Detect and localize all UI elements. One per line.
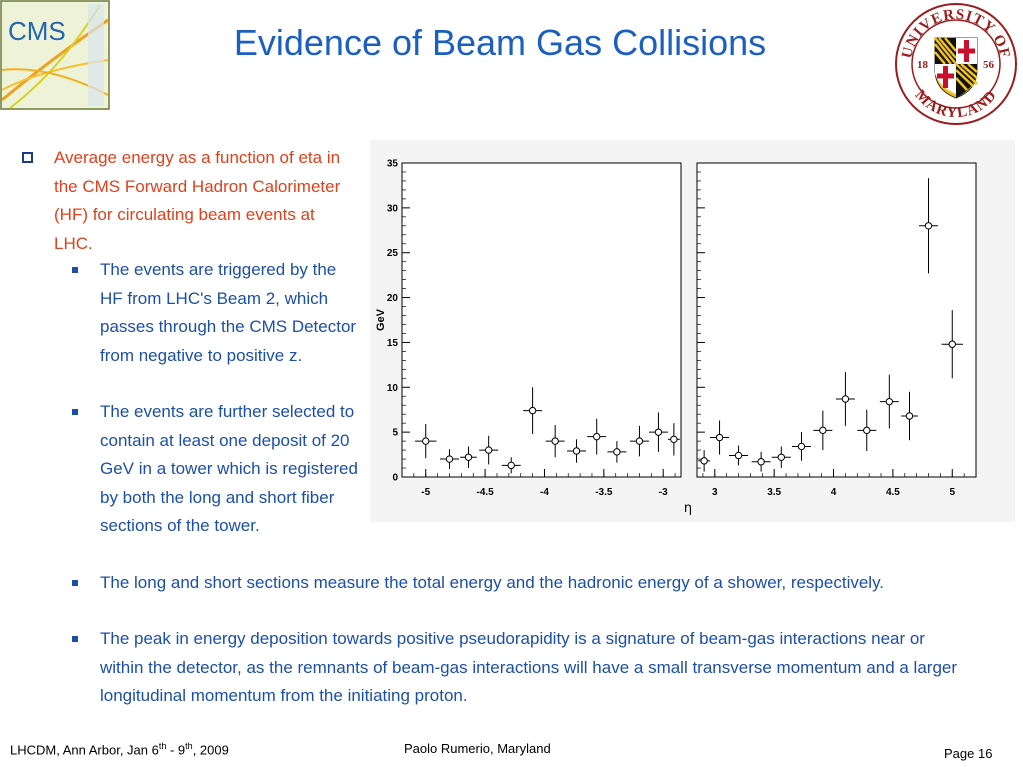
data-point — [948, 340, 956, 348]
data-point — [507, 461, 515, 470]
x-tick-label: 4.5 — [886, 487, 900, 498]
y-axis-label: GeV — [375, 308, 387, 331]
page-number: Page 16 — [944, 746, 993, 761]
data-point — [528, 406, 537, 415]
cms-logo-text: CMS — [8, 16, 66, 46]
plot-frame-2 — [696, 162, 977, 478]
data-point — [885, 397, 894, 406]
footer-left-sup2: th — [185, 741, 193, 751]
x-tick-label: -5 — [421, 487, 430, 498]
y-tick-label: 25 — [387, 248, 399, 259]
checkbox-bullet-icon — [22, 152, 33, 163]
bullet-main: Average energy as a function of eta in t… — [22, 144, 357, 258]
bullet-sub-3-text: The long and short sections measure the … — [100, 573, 885, 592]
x-tick-label: 4 — [831, 487, 837, 498]
footer-left: LHCDM, Ann Arbor, Jan 6th - 9th, 2009 — [10, 741, 229, 757]
data-point — [905, 412, 914, 420]
y-tick-label: 20 — [387, 293, 399, 304]
bullet-sub-4: The peak in energy deposition towards po… — [72, 625, 972, 711]
data-point — [635, 437, 644, 445]
x-axis-label: η — [684, 501, 692, 516]
data-point — [700, 457, 708, 465]
data-point — [924, 222, 933, 230]
square-bullet-icon — [72, 267, 78, 273]
footer-left-mid: - 9 — [166, 742, 186, 758]
x-tick-label: 3 — [712, 487, 718, 498]
data-point — [715, 433, 724, 442]
x-tick-label: 3.5 — [767, 487, 781, 498]
seal-year-left: 18 — [917, 59, 929, 71]
y-tick-label: 30 — [387, 203, 399, 214]
bullet-sub-3: The long and short sections measure the … — [72, 569, 972, 598]
chart-panel: -5 -4.5 -4 -3.5 -3 0 5 10 15 20 25 30 35 3 3.5 4 4.5 5 GeV… — [370, 140, 1015, 522]
footer-left-sup1: th — [158, 741, 167, 751]
data-point — [757, 458, 765, 466]
data-point — [819, 426, 827, 435]
maryland-flag-shield — [934, 37, 978, 99]
data-point — [464, 453, 473, 461]
footer-left-prefix: LHCDM, Ann Arbor, Jan 6 — [10, 742, 159, 758]
square-bullet-icon — [72, 580, 78, 586]
data-point — [551, 437, 559, 445]
data-point — [797, 442, 806, 451]
data-point — [841, 395, 850, 403]
data-point — [422, 437, 430, 445]
y-tick-label: 0 — [392, 473, 398, 484]
seal-year-right: 56 — [983, 59, 995, 71]
bullet-sub-2-text: The events are further selected to conta… — [100, 402, 358, 535]
university-seal: UNIVERSITY OF MARYLAND 18 56 — [895, 3, 1017, 125]
slide-title: Evidence of Beam Gas Collisions — [233, 22, 767, 63]
cms-logo: CMS — [0, 0, 110, 110]
y-tick-label: 5 — [392, 428, 398, 439]
x-tick-label: -4.5 — [476, 487, 494, 498]
x-tick-label: -3 — [659, 487, 668, 498]
y-tick-label: 35 — [387, 159, 399, 170]
bullet-main-text: Average energy as a function of eta in t… — [54, 148, 341, 253]
data-point — [445, 455, 454, 463]
data-point — [593, 432, 601, 441]
x-tick-label: -4 — [540, 487, 549, 498]
energy-vs-eta-chart: -5 -4.5 -4 -3.5 -3 0 5 10 15 20 25 30 35 3 3.5 4 4.5 5 GeV… — [375, 159, 977, 516]
data-point — [654, 428, 663, 436]
plot-frame-1 — [401, 162, 682, 478]
footer-center: Paolo Rumerio, Maryland — [404, 741, 551, 756]
data-point — [777, 453, 785, 461]
bullet-sub-1: The events are triggered by the HF from … — [72, 256, 362, 370]
footer-left-suffix: , 2009 — [192, 742, 229, 758]
y-tick-label: 10 — [387, 383, 399, 394]
data-point — [863, 426, 871, 435]
square-bullet-icon — [72, 636, 78, 642]
square-bullet-icon — [72, 409, 78, 415]
data-point — [572, 447, 581, 455]
data-point — [484, 446, 493, 454]
bullet-sub-2: The events are further selected to conta… — [72, 398, 362, 541]
bullet-sub-1-text: The events are triggered by the HF from … — [100, 260, 357, 365]
data-point — [734, 451, 743, 460]
bullet-sub-4-text: The peak in energy deposition towards po… — [100, 629, 958, 705]
data-point — [613, 448, 621, 456]
data-point — [670, 435, 678, 444]
y-tick-label: 15 — [387, 338, 399, 349]
x-tick-label: 5 — [949, 487, 955, 498]
x-tick-label: -3.5 — [595, 487, 613, 498]
